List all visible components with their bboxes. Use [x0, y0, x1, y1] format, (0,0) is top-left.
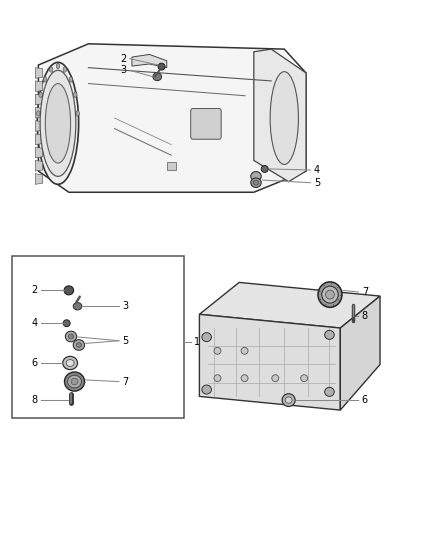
Ellipse shape — [63, 67, 67, 72]
Polygon shape — [199, 314, 340, 410]
Ellipse shape — [67, 375, 81, 388]
Ellipse shape — [66, 360, 74, 367]
Ellipse shape — [202, 333, 212, 342]
Ellipse shape — [318, 282, 342, 308]
Text: 5: 5 — [314, 177, 320, 188]
Ellipse shape — [325, 387, 334, 397]
Text: 7: 7 — [122, 376, 128, 386]
Polygon shape — [35, 147, 43, 158]
Ellipse shape — [251, 178, 261, 188]
Text: 1: 1 — [194, 337, 200, 347]
Ellipse shape — [325, 290, 334, 299]
Ellipse shape — [43, 77, 47, 82]
Ellipse shape — [36, 111, 40, 116]
Text: 2: 2 — [120, 54, 126, 63]
Ellipse shape — [158, 63, 165, 70]
Polygon shape — [39, 44, 306, 192]
Ellipse shape — [64, 286, 74, 295]
Polygon shape — [35, 160, 43, 171]
Text: 6: 6 — [362, 395, 368, 405]
Ellipse shape — [49, 67, 53, 72]
Text: 6: 6 — [32, 358, 38, 368]
Text: 4: 4 — [32, 318, 38, 328]
Ellipse shape — [251, 172, 261, 181]
Ellipse shape — [37, 62, 79, 184]
Ellipse shape — [241, 348, 248, 354]
Ellipse shape — [253, 180, 258, 185]
Ellipse shape — [65, 331, 77, 342]
Ellipse shape — [63, 320, 70, 327]
Polygon shape — [35, 108, 43, 118]
Ellipse shape — [282, 394, 295, 407]
Polygon shape — [35, 120, 43, 131]
Polygon shape — [35, 81, 43, 92]
Text: 7: 7 — [362, 287, 368, 297]
Ellipse shape — [76, 343, 81, 348]
Ellipse shape — [39, 92, 42, 98]
Ellipse shape — [73, 303, 82, 310]
Ellipse shape — [322, 286, 338, 303]
Ellipse shape — [46, 84, 71, 163]
Bar — [12, 256, 184, 418]
Bar — [167, 161, 177, 170]
Polygon shape — [254, 49, 306, 182]
Ellipse shape — [261, 165, 268, 172]
Polygon shape — [35, 94, 43, 105]
Text: 3: 3 — [122, 301, 128, 311]
Ellipse shape — [202, 385, 212, 394]
Polygon shape — [35, 68, 43, 78]
Text: 8: 8 — [32, 395, 38, 405]
Ellipse shape — [56, 63, 60, 69]
FancyBboxPatch shape — [191, 109, 221, 139]
Ellipse shape — [270, 71, 298, 165]
Text: 3: 3 — [120, 66, 126, 75]
Polygon shape — [132, 54, 167, 68]
Ellipse shape — [73, 340, 85, 350]
Polygon shape — [199, 282, 380, 328]
Text: 5: 5 — [122, 336, 128, 346]
Ellipse shape — [64, 372, 85, 391]
Ellipse shape — [63, 357, 78, 369]
Ellipse shape — [301, 375, 307, 382]
Ellipse shape — [325, 330, 334, 340]
Polygon shape — [35, 134, 43, 144]
Ellipse shape — [40, 70, 76, 176]
Ellipse shape — [153, 72, 162, 80]
Ellipse shape — [285, 397, 292, 403]
Text: 4: 4 — [314, 165, 320, 175]
Polygon shape — [35, 174, 43, 184]
Ellipse shape — [272, 375, 279, 382]
Ellipse shape — [214, 348, 221, 354]
Text: 8: 8 — [362, 311, 368, 321]
Polygon shape — [340, 296, 380, 410]
Ellipse shape — [76, 111, 79, 116]
Ellipse shape — [71, 378, 78, 385]
Ellipse shape — [74, 92, 77, 98]
Ellipse shape — [68, 334, 74, 339]
Text: 2: 2 — [31, 285, 38, 295]
Ellipse shape — [241, 375, 248, 382]
Ellipse shape — [214, 375, 221, 382]
Ellipse shape — [69, 77, 73, 82]
